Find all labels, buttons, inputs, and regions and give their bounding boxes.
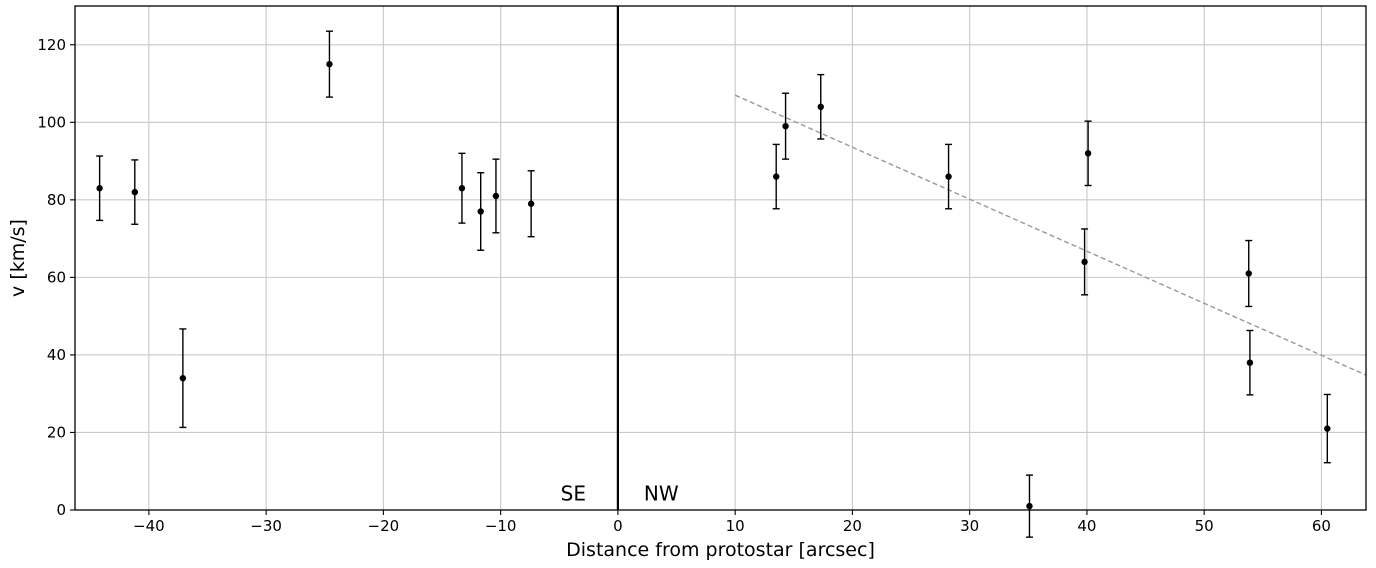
point-marker: [326, 60, 333, 68]
y-tick-label: 40: [47, 346, 66, 364]
point-marker: [782, 122, 789, 130]
grid: [75, 6, 1366, 511]
point-marker: [772, 173, 780, 180]
annotation-label: SE: [561, 481, 586, 505]
data-point: [458, 152, 466, 224]
point-marker: [96, 185, 103, 192]
point-marker: [817, 103, 824, 111]
x-tick-label: 30: [960, 517, 979, 535]
y-axis: 0 20 40 60 80 100 120: [37, 36, 75, 519]
y-tick-label: 120: [37, 36, 66, 54]
data-point: [179, 328, 187, 429]
x-tick-label: −30: [250, 517, 282, 535]
annotations: SE NW: [561, 481, 679, 505]
point-marker: [1324, 425, 1331, 432]
data-point: [1025, 474, 1033, 538]
point-marker: [1081, 258, 1088, 266]
x-tick-label: −10: [485, 517, 517, 535]
data-point: [325, 30, 333, 98]
y-tick-label: 0: [56, 501, 66, 519]
data-point: [782, 92, 790, 160]
annotation-label: NW: [644, 481, 679, 505]
point-marker: [492, 192, 500, 200]
x-axis-title: Distance from protostar [arcsec]: [566, 539, 875, 561]
data-point: [527, 170, 535, 238]
x-tick-label: 40: [1077, 517, 1096, 535]
data-points: [96, 30, 1331, 538]
y-tick-label: 100: [37, 113, 66, 131]
y-tick-label: 60: [47, 268, 66, 286]
point-marker: [1084, 150, 1092, 157]
fit-line: [734, 94, 1367, 376]
y-axis-title: v [km/s]: [7, 219, 29, 297]
point-marker: [1026, 502, 1033, 510]
x-tick-label: −20: [368, 517, 400, 535]
y-tick-label: 20: [47, 423, 66, 441]
y-tick-label: 80: [47, 191, 66, 209]
plot-frame: [74, 5, 1367, 511]
point-marker: [458, 185, 466, 192]
data-point: [772, 143, 780, 210]
data-point: [477, 172, 485, 251]
x-tick-label: 60: [1312, 517, 1331, 535]
data-point: [1245, 239, 1253, 308]
x-tick-label: 0: [613, 517, 623, 535]
x-tick-label: −40: [133, 517, 165, 535]
x-tick-label: 50: [1195, 517, 1214, 535]
x-tick-label: 20: [843, 517, 862, 535]
point-marker: [477, 208, 484, 215]
point-marker: [131, 188, 139, 196]
data-point: [96, 155, 104, 222]
point-marker: [1245, 270, 1252, 277]
data-point: [817, 73, 825, 140]
data-point: [1246, 329, 1254, 396]
x-tick-label: 10: [726, 517, 745, 535]
data-point: [1323, 393, 1331, 464]
point-marker: [527, 200, 535, 207]
data-point: [131, 159, 139, 225]
data-point: [945, 143, 953, 210]
data-point: [492, 158, 500, 234]
point-marker: [945, 173, 952, 180]
data-point: [1081, 228, 1089, 296]
fit-line-group: [734, 94, 1367, 376]
x-axis: −40 −30 −20 −10 0 10 20 30 40 50 60: [133, 510, 1331, 535]
data-point: [1084, 120, 1092, 187]
point-marker: [179, 374, 187, 382]
point-marker: [1246, 359, 1254, 366]
